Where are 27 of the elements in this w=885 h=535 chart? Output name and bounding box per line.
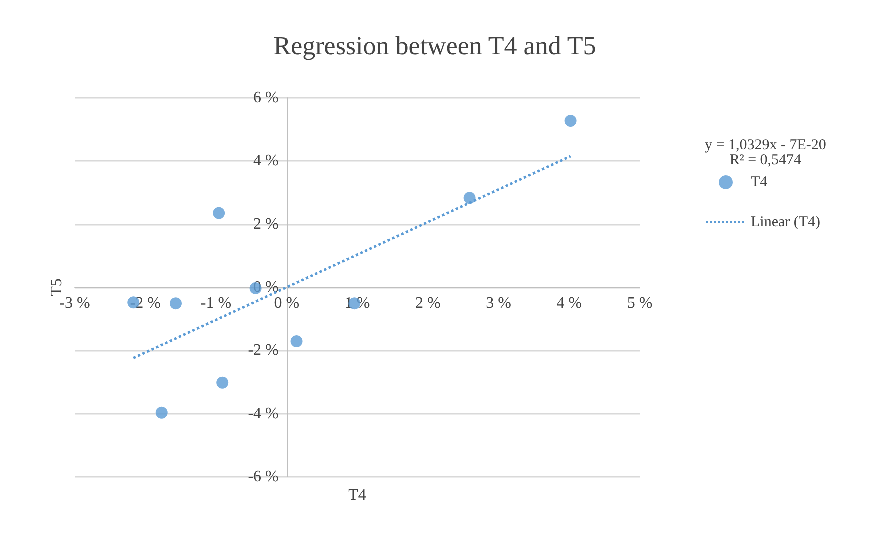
y-axis-title: T5 <box>48 278 66 296</box>
x-tick-label: 5 % <box>627 295 653 312</box>
x-tick-label: 4 % <box>556 295 582 312</box>
chart-title: Regression between T4 and T5 <box>274 32 596 60</box>
y-tick-label: -6 % <box>248 468 279 486</box>
x-tick-label: 0 % <box>274 295 300 312</box>
x-tick-label: 3 % <box>486 295 512 312</box>
text: y = 1,0329x - 7E-20 R² = 0,5474 <box>704 138 826 168</box>
point <box>564 115 577 128</box>
point <box>213 207 226 220</box>
y-tick-label: 6 % <box>254 90 279 106</box>
y-tick-label: -2 % <box>248 342 279 360</box>
x-tick-label: -3 % <box>60 295 90 312</box>
x-tick-label: -1 % <box>200 295 232 312</box>
point <box>170 298 182 310</box>
y-tick-label: -4 % <box>248 405 279 422</box>
point <box>464 192 476 204</box>
x-tick-label: 2 % <box>415 295 441 312</box>
point <box>290 336 303 348</box>
point <box>216 376 229 389</box>
x-axis-title: T4 <box>348 487 366 504</box>
legend-label: T4 <box>751 174 768 190</box>
legend-label: Linear (T4) <box>751 214 821 230</box>
point <box>156 406 168 419</box>
y-tick-label: 2 % <box>254 216 279 233</box>
y-tick-label: 0 % <box>254 279 279 296</box>
y-tick-label: 4 % <box>254 152 279 170</box>
